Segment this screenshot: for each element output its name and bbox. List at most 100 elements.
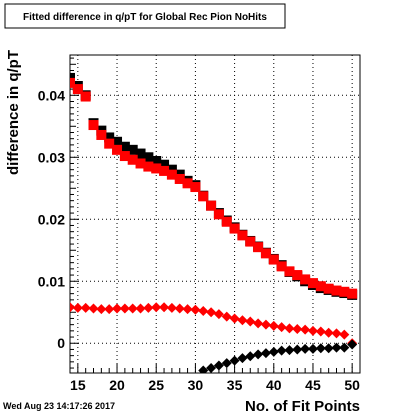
data-point-diamond — [268, 320, 279, 331]
data-point-square — [268, 254, 279, 265]
data-point-diamond — [276, 322, 287, 333]
data-point-square — [323, 283, 334, 294]
data-point-diamond — [143, 302, 154, 313]
data-point-square — [182, 178, 193, 189]
x-tick-label: 30 — [188, 377, 204, 393]
data-point-diamond — [331, 328, 342, 339]
data-point-square — [143, 152, 154, 163]
data-point-square — [198, 191, 209, 202]
data-point-diamond — [300, 343, 311, 354]
data-point-square — [112, 144, 123, 155]
axis-ticks — [69, 57, 361, 373]
data-point-square — [300, 274, 311, 285]
data-point-square — [315, 281, 326, 292]
data-point-diamond — [198, 365, 209, 373]
y-tick-label: 0.03 — [38, 149, 65, 165]
data-point-square — [159, 159, 170, 170]
data-point-diamond — [127, 303, 138, 314]
data-point-diamond — [96, 304, 107, 315]
data-point-diamond — [159, 302, 170, 313]
data-point-square — [135, 148, 146, 159]
data-point-diamond — [339, 342, 350, 353]
data-point-square — [190, 182, 201, 193]
data-point-diamond — [260, 348, 271, 359]
data-point-diamond — [245, 316, 256, 327]
data-point-square — [292, 270, 303, 281]
y-tick-label: 0.01 — [38, 273, 65, 289]
data-point-diamond — [213, 360, 224, 371]
data-point-square — [221, 216, 232, 227]
data-point-square — [151, 156, 162, 166]
data-point-square — [339, 286, 350, 297]
data-point-diamond — [229, 313, 240, 324]
data-point-diamond — [174, 303, 185, 314]
x-tick-label: 40 — [266, 377, 282, 393]
data-point-diamond — [166, 302, 177, 313]
x-tick-label: 20 — [109, 377, 125, 393]
data-point-square — [229, 223, 240, 234]
data-point-square — [127, 154, 138, 165]
data-point-diamond — [206, 307, 217, 318]
data-point-diamond — [213, 309, 224, 320]
data-point-diamond — [190, 304, 201, 315]
data-point-square — [331, 285, 342, 296]
data-point-diamond — [151, 302, 162, 313]
data-point-diamond — [307, 325, 318, 336]
data-point-diamond — [72, 302, 83, 313]
data-point-diamond — [253, 318, 264, 329]
data-point-diamond — [347, 339, 358, 350]
y-tick-label: 0.04 — [38, 87, 65, 103]
data-point-square — [127, 144, 138, 155]
data-point-diamond — [331, 342, 342, 353]
data-point-diamond — [323, 343, 334, 354]
series-3 — [198, 339, 358, 373]
data-point-diamond — [237, 315, 248, 326]
data-point-square — [159, 165, 170, 176]
x-tick-label: 45 — [305, 377, 321, 393]
data-point-diamond — [245, 351, 256, 362]
data-point-diamond — [284, 323, 295, 334]
data-point-square — [88, 120, 99, 131]
x-tick-labels: 15 20 25 30 35 40 45 50 — [70, 377, 360, 393]
data-point-square — [174, 173, 185, 184]
data-point-diamond — [276, 345, 287, 356]
data-point-square — [276, 261, 287, 272]
data-point-diamond — [104, 304, 115, 315]
data-point-diamond — [80, 302, 91, 313]
data-point-square — [119, 141, 130, 152]
data-point-diamond — [88, 303, 99, 314]
y-tick-label: 0 — [57, 335, 65, 351]
data-point-square — [96, 129, 107, 140]
data-series — [70, 72, 358, 373]
data-point-diamond — [292, 344, 303, 355]
data-point-diamond — [307, 343, 318, 354]
data-point-diamond — [237, 353, 248, 364]
data-point-square — [237, 230, 248, 241]
timestamp: Wed Aug 23 14:17:26 2017 — [3, 401, 115, 411]
data-point-diamond — [315, 343, 326, 354]
data-point-square — [80, 91, 91, 102]
data-point-square — [245, 236, 256, 247]
data-point-square — [143, 161, 154, 172]
data-point-square — [151, 163, 162, 174]
data-point-square — [135, 158, 146, 169]
data-point-square — [166, 169, 177, 180]
data-point-square — [347, 288, 358, 299]
data-point-diamond — [119, 303, 130, 314]
data-point-square — [213, 209, 224, 220]
data-point-square — [284, 266, 295, 277]
x-tick-label: 50 — [344, 377, 360, 393]
data-point-diamond — [206, 363, 217, 373]
title-box — [4, 3, 286, 29]
data-point-diamond — [268, 346, 279, 357]
data-point-diamond — [229, 355, 240, 366]
y-tick-label: 0.02 — [38, 211, 65, 227]
data-point-diamond — [70, 302, 75, 313]
data-point-diamond — [135, 303, 146, 314]
data-point-square — [307, 278, 318, 289]
data-point-diamond — [284, 345, 295, 356]
data-point-square — [104, 138, 115, 149]
y-axis-title: difference in q/pT — [5, 50, 22, 175]
data-point-square — [104, 132, 115, 143]
